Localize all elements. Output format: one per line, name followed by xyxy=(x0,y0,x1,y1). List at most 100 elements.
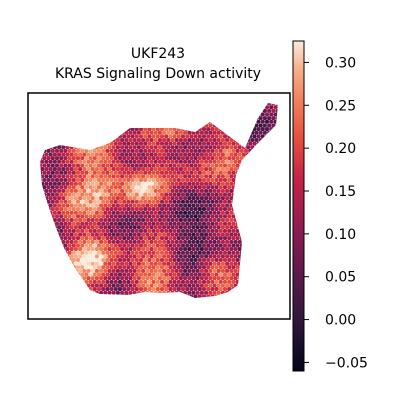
tissue-spot xyxy=(271,261,276,266)
tissue-spot xyxy=(78,276,83,281)
tissue-spot xyxy=(132,283,137,288)
tissue-spot xyxy=(115,152,120,157)
tissue-spot xyxy=(189,127,194,132)
tissue-spot xyxy=(101,177,106,183)
tissue-spot xyxy=(159,141,165,146)
tissue-spot xyxy=(166,268,171,273)
tissue-spot xyxy=(183,137,188,143)
tissue-spot xyxy=(191,181,196,186)
tissue-spot xyxy=(229,210,234,215)
tissue-spot xyxy=(94,145,99,150)
tissue-spot xyxy=(143,119,148,124)
tissue-spot xyxy=(117,119,123,124)
tissue-spot xyxy=(34,287,38,291)
tissue-spot xyxy=(82,268,87,273)
tissue-spot xyxy=(220,261,225,266)
tissue-spot xyxy=(113,134,118,139)
tissue-spot xyxy=(216,145,221,150)
tissue-spot xyxy=(197,185,202,190)
tissue-spot xyxy=(212,290,217,295)
tissue-spot xyxy=(246,103,251,106)
tissue-spot xyxy=(107,217,112,223)
tissue-spot xyxy=(107,152,112,157)
tissue-spot xyxy=(141,203,146,208)
tissue-spot xyxy=(264,156,270,161)
tissue-spot xyxy=(204,167,209,172)
tissue-spot xyxy=(222,112,228,117)
tissue-spot xyxy=(57,108,62,113)
tissue-spot xyxy=(275,116,278,121)
tissue-spot xyxy=(208,203,213,208)
tissue-spot xyxy=(48,268,53,273)
tissue-spot xyxy=(120,239,125,244)
tissue-spot xyxy=(269,185,274,190)
tissue-spot xyxy=(71,257,76,263)
tissue-spot xyxy=(86,188,91,193)
tissue-spot xyxy=(187,174,192,179)
tissue-spot xyxy=(69,268,74,273)
tissue-spot xyxy=(52,203,57,208)
tissue-spot xyxy=(86,123,91,128)
tissue-spot xyxy=(264,177,270,183)
tissue-spot xyxy=(107,261,112,266)
tissue-spot xyxy=(180,156,186,161)
tissue-spot xyxy=(170,239,175,244)
tissue-spot xyxy=(260,134,265,139)
tissue-spot xyxy=(264,250,270,255)
tissue-spot xyxy=(197,192,202,197)
tissue-spot xyxy=(166,137,171,143)
tissue-spot xyxy=(40,287,43,292)
tissue-spot xyxy=(250,239,255,244)
tissue-spot xyxy=(124,167,129,172)
tissue-spot xyxy=(164,243,169,248)
tissue-spot xyxy=(103,283,108,288)
tissue-spot xyxy=(193,199,198,204)
tissue-spot xyxy=(80,112,85,117)
tissue-spot xyxy=(252,287,257,292)
tissue-spot xyxy=(54,199,60,204)
tissue-spot xyxy=(155,119,160,124)
tissue-spot xyxy=(218,265,223,270)
tissue-spot xyxy=(109,228,114,233)
tissue-spot xyxy=(54,265,60,270)
tissue-spot xyxy=(69,159,74,164)
tissue-spot xyxy=(185,265,190,270)
tissue-spot xyxy=(44,247,49,252)
tissue-spot xyxy=(128,196,133,201)
tissue-spot xyxy=(84,119,89,124)
tissue-spot xyxy=(96,265,102,270)
tissue-spot xyxy=(120,203,125,208)
tissue-spot xyxy=(267,283,272,288)
tissue-spot xyxy=(222,170,228,175)
tissue-spot xyxy=(94,130,99,135)
tissue-spot xyxy=(156,98,160,102)
tissue-spot xyxy=(151,105,156,110)
tissue-spot xyxy=(94,261,99,266)
tissue-spot xyxy=(115,174,120,179)
tissue-spot xyxy=(151,221,156,226)
tissue-spot xyxy=(63,272,68,277)
tissue-spot xyxy=(67,163,72,168)
tissue-spot xyxy=(40,156,43,161)
tissue-spot xyxy=(71,228,76,233)
tissue-spot xyxy=(115,108,120,113)
tissue-spot xyxy=(145,181,150,186)
tissue-spot xyxy=(233,188,238,193)
plot-area-frame xyxy=(27,92,291,320)
tissue-spot xyxy=(151,236,156,241)
tissue-spot xyxy=(162,232,167,237)
tissue-spot xyxy=(187,130,192,135)
tissue-spot xyxy=(264,279,270,284)
tissue-spot xyxy=(42,243,47,248)
tissue-spot xyxy=(52,254,57,259)
tissue-spot xyxy=(189,228,194,233)
tissue-spot xyxy=(280,131,284,135)
tissue-spot xyxy=(46,199,51,204)
tissue-spot xyxy=(126,221,131,226)
tissue-spot xyxy=(151,214,156,219)
tissue-spot xyxy=(178,210,183,215)
tissue-spot xyxy=(172,105,177,110)
tissue-spot xyxy=(164,257,169,263)
tissue-spot xyxy=(120,232,125,237)
tissue-spot xyxy=(159,148,165,153)
